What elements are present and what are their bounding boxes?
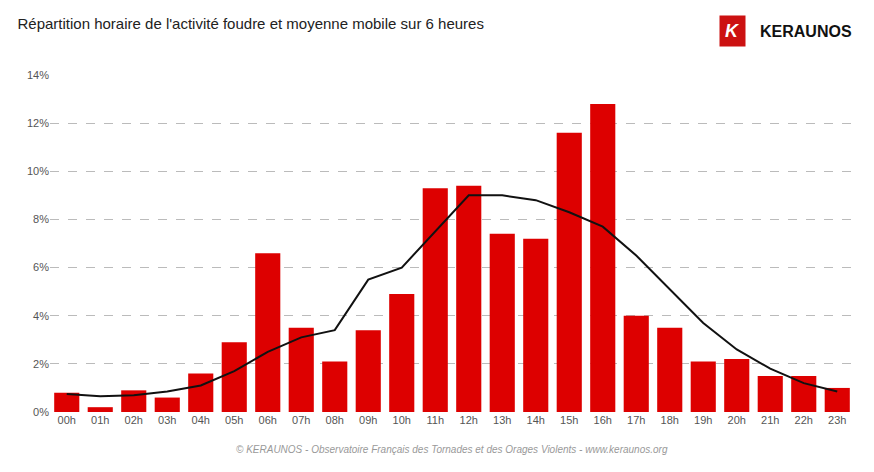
svg-text:6%: 6% <box>33 261 49 273</box>
svg-text:Répartition horaire de l'activ: Répartition horaire de l'activité foudre… <box>17 15 483 32</box>
svg-text:07h: 07h <box>292 414 310 426</box>
svg-text:21h: 21h <box>761 414 779 426</box>
svg-text:10%: 10% <box>27 165 49 177</box>
svg-text:05h: 05h <box>225 414 243 426</box>
svg-text:10h: 10h <box>393 414 411 426</box>
svg-text:01h: 01h <box>91 414 109 426</box>
svg-text:04h: 04h <box>192 414 210 426</box>
svg-text:12%: 12% <box>27 117 49 129</box>
svg-text:20h: 20h <box>728 414 746 426</box>
svg-text:22h: 22h <box>795 414 813 426</box>
svg-text:23h: 23h <box>828 414 846 426</box>
svg-text:03h: 03h <box>158 414 176 426</box>
svg-text:4%: 4% <box>33 310 49 322</box>
svg-text:2%: 2% <box>33 358 49 370</box>
svg-text:K: K <box>725 21 740 41</box>
svg-text:00h: 00h <box>58 414 76 426</box>
svg-text:06h: 06h <box>259 414 277 426</box>
svg-text:11h: 11h <box>426 414 444 426</box>
svg-text:12h: 12h <box>460 414 478 426</box>
svg-text:16h: 16h <box>594 414 612 426</box>
svg-text:18h: 18h <box>661 414 679 426</box>
svg-text:14h: 14h <box>527 414 545 426</box>
svg-text:KERAUNOS: KERAUNOS <box>760 23 852 40</box>
svg-text:15h: 15h <box>560 414 578 426</box>
svg-text:08h: 08h <box>326 414 344 426</box>
svg-text:14%: 14% <box>27 69 49 81</box>
svg-text:© KERAUNOS - Observatoire Fran: © KERAUNOS - Observatoire Français des T… <box>236 444 668 455</box>
svg-text:8%: 8% <box>33 213 49 225</box>
svg-text:09h: 09h <box>359 414 377 426</box>
svg-text:17h: 17h <box>627 414 645 426</box>
svg-text:19h: 19h <box>694 414 712 426</box>
svg-text:13h: 13h <box>493 414 511 426</box>
svg-text:0%: 0% <box>33 406 49 418</box>
svg-text:02h: 02h <box>125 414 143 426</box>
